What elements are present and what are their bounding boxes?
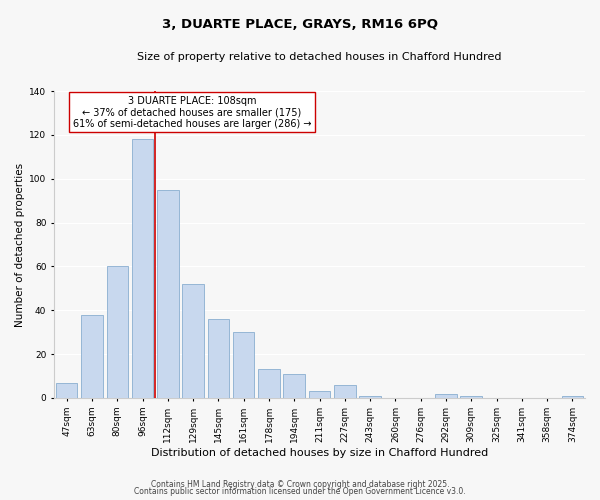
Bar <box>157 190 179 398</box>
Bar <box>132 140 153 398</box>
Bar <box>460 396 482 398</box>
Bar <box>258 370 280 398</box>
Bar <box>233 332 254 398</box>
Bar <box>435 394 457 398</box>
Text: Contains public sector information licensed under the Open Government Licence v3: Contains public sector information licen… <box>134 487 466 496</box>
Title: Size of property relative to detached houses in Chafford Hundred: Size of property relative to detached ho… <box>137 52 502 62</box>
Bar <box>309 392 330 398</box>
Bar <box>334 385 356 398</box>
Bar <box>107 266 128 398</box>
X-axis label: Distribution of detached houses by size in Chafford Hundred: Distribution of detached houses by size … <box>151 448 488 458</box>
Text: 3, DUARTE PLACE, GRAYS, RM16 6PQ: 3, DUARTE PLACE, GRAYS, RM16 6PQ <box>162 18 438 30</box>
Bar <box>359 396 381 398</box>
Y-axis label: Number of detached properties: Number of detached properties <box>15 162 25 326</box>
Text: Contains HM Land Registry data © Crown copyright and database right 2025.: Contains HM Land Registry data © Crown c… <box>151 480 449 489</box>
Bar <box>81 314 103 398</box>
Bar <box>562 396 583 398</box>
Bar <box>208 319 229 398</box>
Bar <box>283 374 305 398</box>
Text: 3 DUARTE PLACE: 108sqm
← 37% of detached houses are smaller (175)
61% of semi-de: 3 DUARTE PLACE: 108sqm ← 37% of detached… <box>73 96 311 129</box>
Bar <box>56 382 77 398</box>
Bar <box>182 284 204 398</box>
